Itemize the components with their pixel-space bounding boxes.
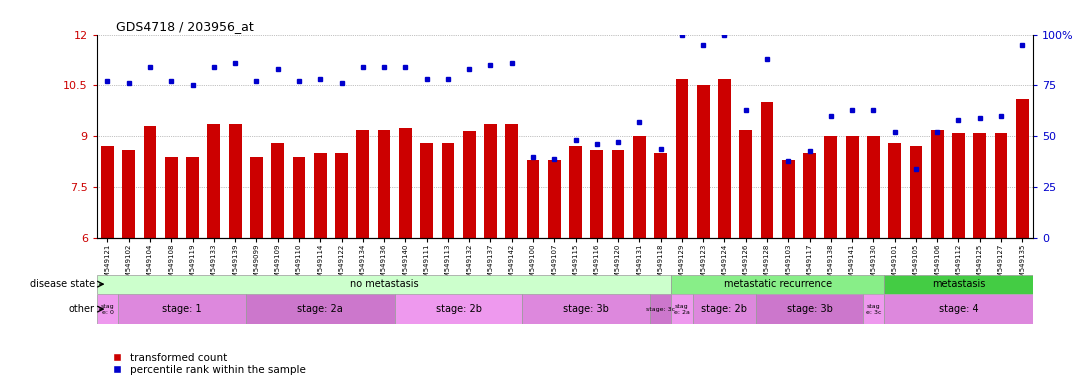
- Bar: [739, 129, 752, 238]
- Bar: [884, 294, 1033, 324]
- Bar: [782, 160, 795, 238]
- Bar: [889, 143, 901, 238]
- Legend: transformed count, percentile rank within the sample: transformed count, percentile rank withi…: [102, 348, 310, 379]
- Bar: [824, 136, 837, 238]
- Bar: [718, 79, 731, 238]
- Text: stage: 2a: stage: 2a: [297, 304, 343, 314]
- Bar: [611, 150, 624, 238]
- Bar: [421, 143, 433, 238]
- Text: GDS4718 / 203956_at: GDS4718 / 203956_at: [115, 20, 253, 33]
- Bar: [633, 136, 646, 238]
- Bar: [909, 147, 922, 238]
- Bar: [165, 157, 178, 238]
- Bar: [1016, 99, 1029, 238]
- Text: stag
e: 0: stag e: 0: [101, 304, 114, 314]
- Bar: [463, 131, 476, 238]
- Text: stag
e: 2a: stag e: 2a: [674, 304, 690, 314]
- Bar: [144, 126, 156, 238]
- Bar: [846, 136, 859, 238]
- Bar: [484, 124, 497, 238]
- Text: stag
e: 3c: stag e: 3c: [866, 304, 881, 314]
- Bar: [671, 275, 884, 294]
- Bar: [506, 124, 519, 238]
- Bar: [974, 133, 987, 238]
- Bar: [654, 153, 667, 238]
- Text: metastasis: metastasis: [932, 279, 986, 289]
- Text: stage: 2b: stage: 2b: [702, 304, 748, 314]
- Bar: [650, 294, 671, 324]
- Text: metastatic recurrence: metastatic recurrence: [723, 279, 832, 289]
- Bar: [803, 153, 816, 238]
- Bar: [526, 160, 539, 238]
- Bar: [208, 124, 221, 238]
- Bar: [395, 294, 522, 324]
- Bar: [676, 79, 689, 238]
- Bar: [335, 153, 348, 238]
- Bar: [697, 86, 709, 238]
- Bar: [931, 129, 944, 238]
- Bar: [441, 143, 454, 238]
- Bar: [378, 129, 391, 238]
- Bar: [952, 133, 965, 238]
- Text: stage: 1: stage: 1: [162, 304, 202, 314]
- Bar: [591, 150, 604, 238]
- Bar: [186, 157, 199, 238]
- Text: stage: 3c: stage: 3c: [646, 306, 676, 312]
- Bar: [101, 147, 114, 238]
- Bar: [229, 124, 241, 238]
- Bar: [693, 294, 756, 324]
- Text: stage: 3b: stage: 3b: [787, 304, 833, 314]
- Bar: [271, 143, 284, 238]
- Bar: [250, 157, 263, 238]
- Bar: [548, 160, 561, 238]
- Bar: [671, 294, 693, 324]
- Text: stage: 4: stage: 4: [938, 304, 978, 314]
- Bar: [994, 133, 1007, 238]
- Bar: [118, 294, 245, 324]
- Text: no metastasis: no metastasis: [350, 279, 419, 289]
- Bar: [761, 103, 774, 238]
- Bar: [245, 294, 395, 324]
- Bar: [123, 150, 136, 238]
- Text: stage: 2b: stage: 2b: [436, 304, 482, 314]
- Text: other: other: [69, 304, 95, 314]
- Bar: [314, 153, 327, 238]
- Bar: [884, 275, 1033, 294]
- Text: stage: 3b: stage: 3b: [563, 304, 609, 314]
- Bar: [867, 136, 880, 238]
- Text: disease state: disease state: [29, 279, 95, 289]
- Bar: [97, 275, 671, 294]
- Bar: [293, 157, 306, 238]
- Bar: [356, 129, 369, 238]
- Bar: [97, 294, 118, 324]
- Bar: [522, 294, 650, 324]
- Bar: [756, 294, 863, 324]
- Bar: [399, 128, 412, 238]
- Bar: [569, 147, 582, 238]
- Bar: [863, 294, 884, 324]
